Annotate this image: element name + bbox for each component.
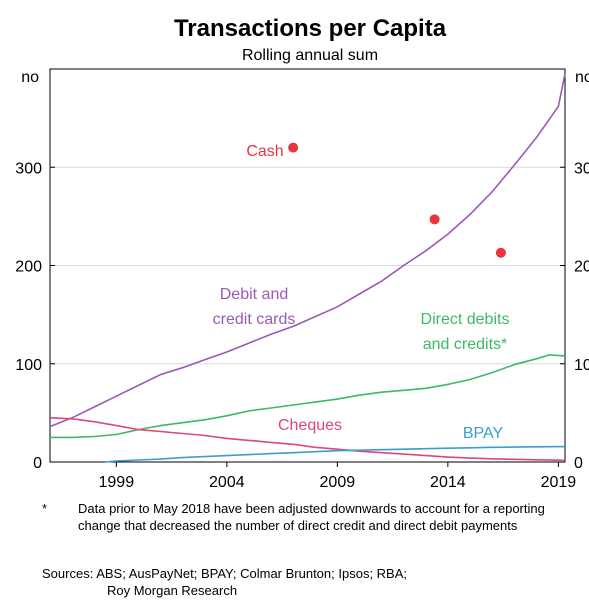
sources-line-2: Roy Morgan Research [107,583,238,598]
y-tick-label-right: 0 [574,455,583,472]
series-point-cash [288,142,299,153]
series-labels: Debit and credit cards Direct debits and cr… [213,143,510,442]
sources-line-1: Sources: ABS; AusPayNet; BPAY; Colmar Br… [42,566,408,581]
y-tick-label-left: 100 [15,357,42,374]
y-tick-label-right: 300 [574,160,589,177]
unit-label-right: no [575,69,589,86]
grid-lines [50,166,565,365]
y-tick-label-left: 300 [15,160,42,177]
series-point-cash [429,214,440,225]
y-tick-label-right: 100 [574,357,589,374]
y-tick-label-left: 200 [15,259,42,276]
sources-note: Sources: ABS; AusPayNet; BPAY; Colmar Br… [42,565,562,599]
chart-subtitle: Rolling annual sum [242,47,378,64]
series-lines [49,73,566,463]
footnote-marker: * [42,501,48,516]
y-tick-label-right: 200 [574,259,589,276]
unit-label-left: no [21,69,39,86]
series-label-debit-and-credit-cards: credit cards [213,311,296,328]
x-tick-label: 1999 [99,474,135,491]
series-label-cheques: Cheques [278,417,342,434]
series-label-direct-debits-and-credits: Direct debits [421,311,510,328]
series-label-debit-and-credit-cards: Debit and [220,286,289,303]
x-tick-label: 2009 [320,474,356,491]
x-tick-label: 2019 [541,474,577,491]
series-label-bpay: BPAY [463,425,504,442]
footnote-text: Data prior to May 2018 have been adjuste… [78,501,545,533]
series-line-debit-and-credit-cards [49,73,566,428]
x-tick-label: 2014 [430,474,466,491]
series-point-cash [495,247,506,258]
y-tick-label-left: 0 [33,455,42,472]
series-label-direct-debits-and-credits: and credits* [423,336,508,353]
series-line-bpay [105,445,566,463]
x-tick-label: 2004 [209,474,245,491]
series-label-cash: Cash [246,143,283,160]
chart-title: Transactions per Capita [174,15,447,42]
axis-ticks: 0 0 100 100 200 200 300 300 1999 2004 2009 2014 2019 [15,160,589,491]
series-line-cheques [49,417,566,462]
